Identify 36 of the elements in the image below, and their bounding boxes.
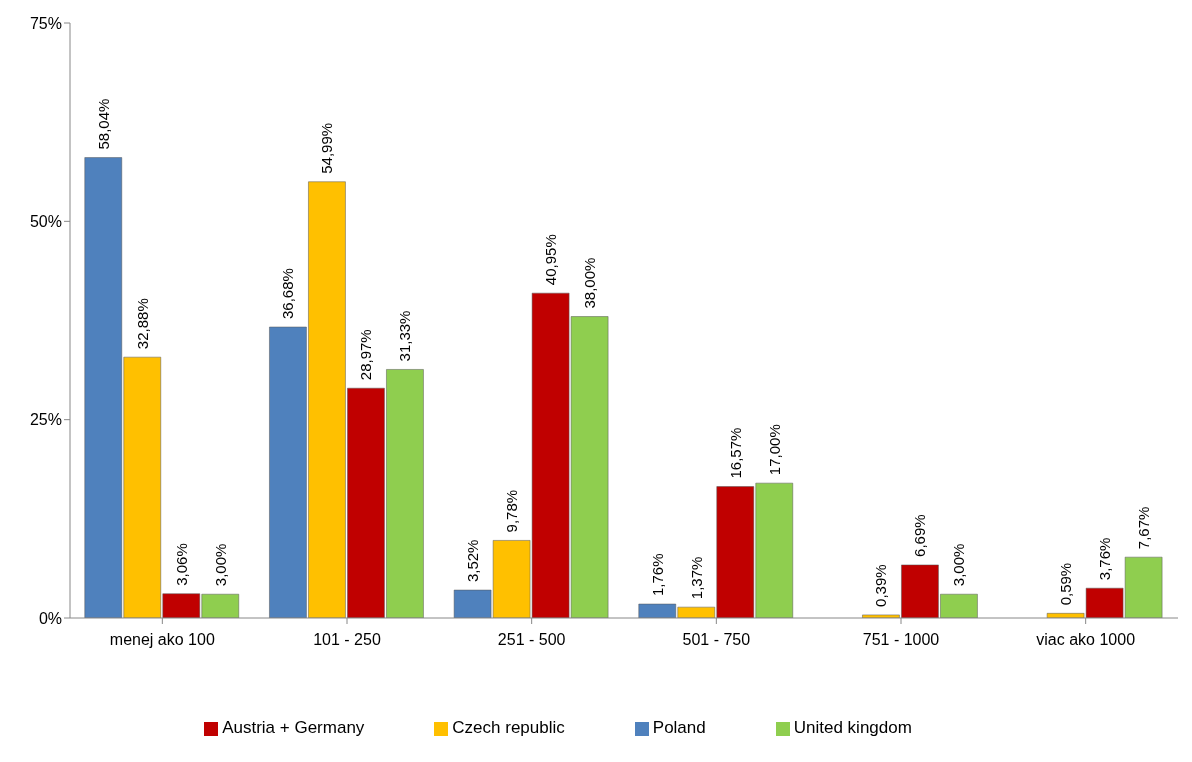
- data-label: 7,67%: [1135, 506, 1153, 550]
- data-label: 3,00%: [950, 543, 968, 587]
- data-label: 0,39%: [872, 564, 890, 607]
- data-label: 3,76%: [1096, 537, 1114, 581]
- data-label: 16,57%: [726, 427, 744, 479]
- data-label: 1,37%: [687, 556, 705, 600]
- y-tick-label: 75%: [29, 14, 62, 32]
- data-label: 3,06%: [172, 543, 190, 586]
- y-tick-label: 50%: [29, 213, 62, 231]
- y-tick-label: 25%: [29, 411, 62, 429]
- x-tick-label: 251 - 500: [497, 631, 566, 649]
- data-label: 31,33%: [396, 310, 414, 362]
- x-tick-label: menej ako 100: [109, 631, 215, 649]
- data-label: 6,69%: [911, 514, 929, 557]
- x-tick-label: viac ako 1000: [1036, 631, 1136, 649]
- legend-label: Czech republic: [452, 718, 565, 737]
- legend-label: Austria + Germany: [222, 718, 365, 737]
- data-label: 36,68%: [279, 268, 297, 320]
- x-tick-label: 751 - 1000: [862, 631, 940, 649]
- data-label: 32,88%: [133, 298, 151, 350]
- x-tick-label: 101 - 250: [313, 631, 381, 649]
- data-label: 58,04%: [94, 98, 112, 150]
- data-label: 17,00%: [765, 424, 783, 476]
- data-label: 3,00%: [211, 543, 229, 587]
- data-label: 38,00%: [581, 257, 599, 309]
- data-label: 54,99%: [318, 122, 336, 174]
- legend-label: Poland: [652, 718, 706, 737]
- data-label: 40,95%: [542, 234, 560, 286]
- data-label: 1,76%: [648, 553, 666, 597]
- data-label: 9,78%: [503, 489, 521, 533]
- data-label: 3,52%: [464, 539, 482, 583]
- legend-label: United kingdom: [793, 718, 912, 737]
- data-label: 28,97%: [357, 329, 375, 381]
- y-tick-label: 0%: [38, 609, 62, 627]
- x-tick-label: 501 - 750: [682, 631, 751, 649]
- data-label: 0,59%: [1057, 562, 1075, 606]
